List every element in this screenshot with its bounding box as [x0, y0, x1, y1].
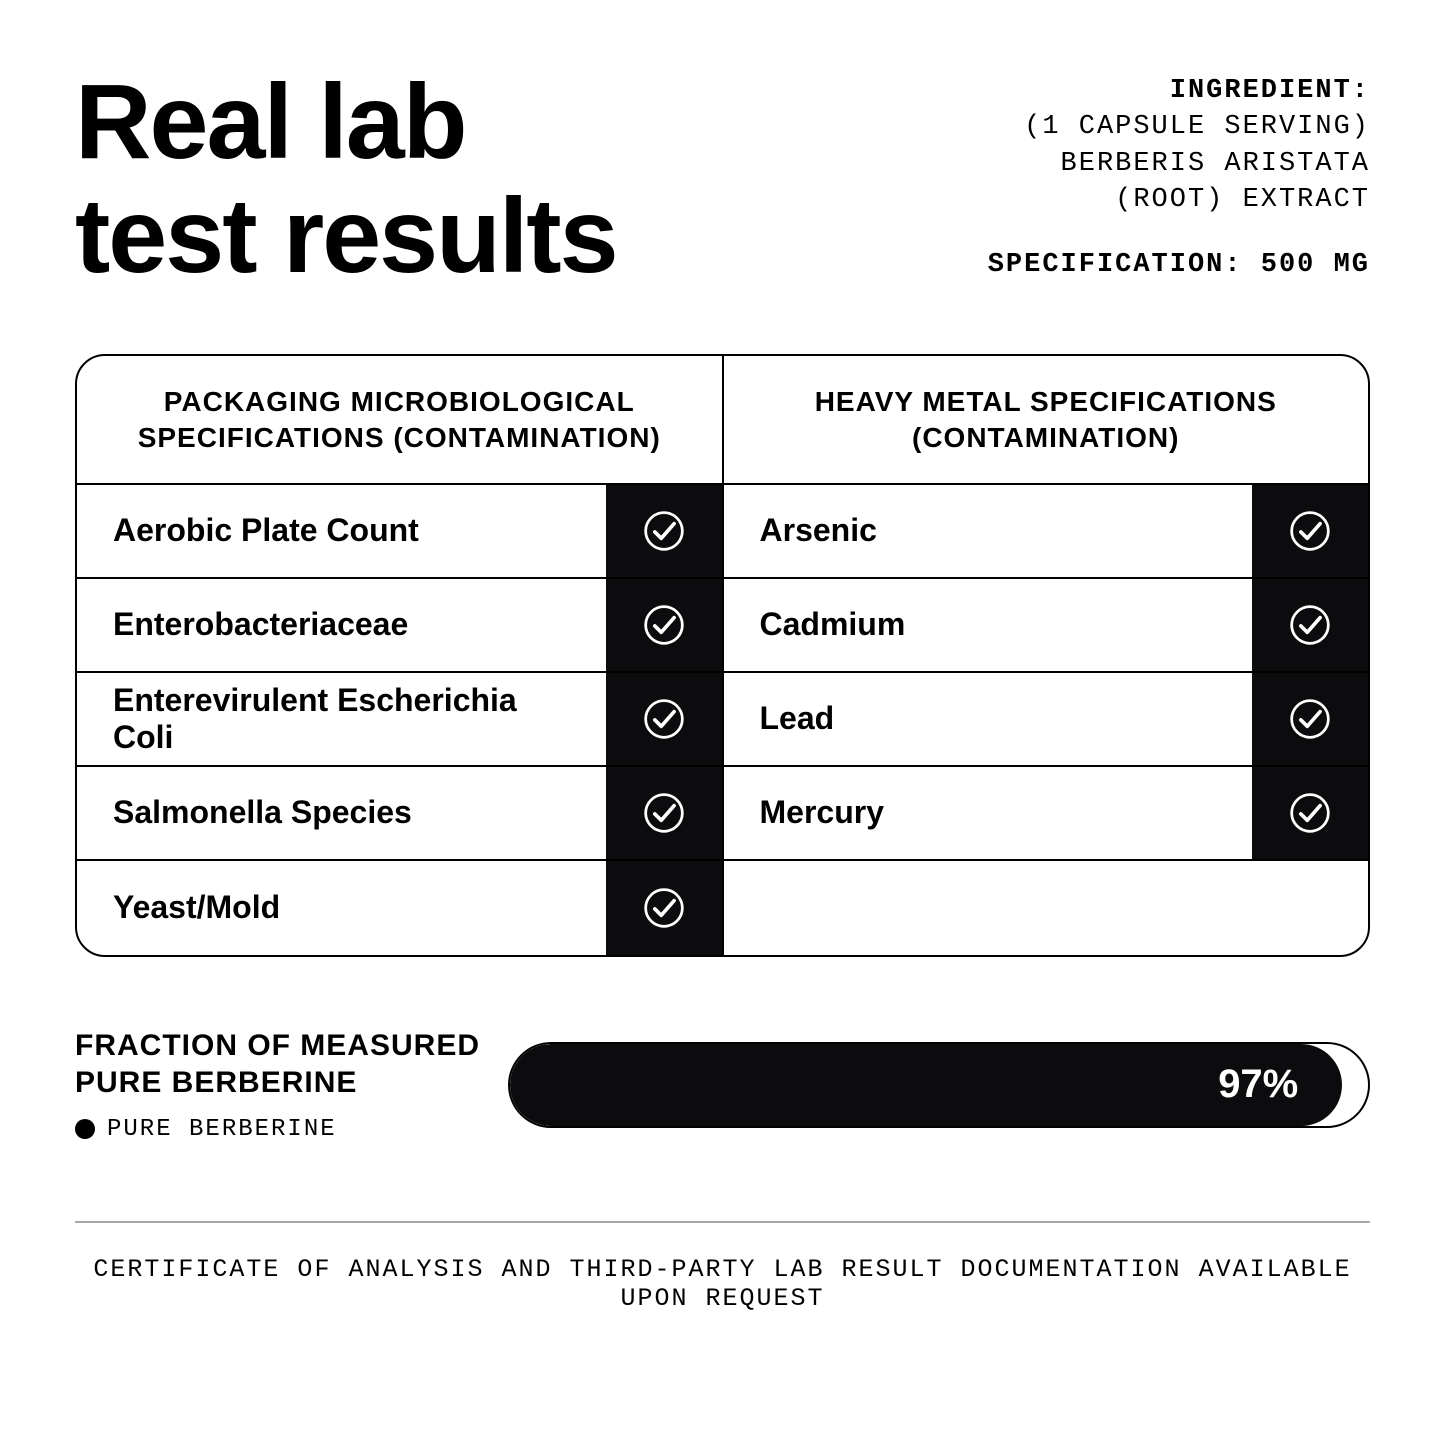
fraction-title: FRACTION OF MEASURED PURE BERBERINE [75, 1027, 480, 1102]
check-circle-icon [1288, 791, 1332, 835]
page-title: Real lab test results [75, 65, 617, 294]
specifications-table: PACKAGING MICROBIOLOGICAL SPECIFICATIONS… [75, 354, 1370, 957]
check-cell [1252, 485, 1368, 577]
check-circle-icon [1288, 697, 1332, 741]
heavy-metal-header: HEAVY METAL SPECIFICATIONS (CONTAMINATIO… [724, 356, 1369, 485]
row-label: Lead [724, 673, 1253, 765]
row-label [724, 861, 1253, 955]
fraction-title-line-2: PURE BERBERINE [75, 1066, 357, 1099]
row-label: Cadmium [724, 579, 1253, 671]
row-label: Salmonella Species [77, 767, 606, 859]
fraction-bar-track: 97% [508, 1042, 1370, 1128]
row-label: Aerobic Plate Count [77, 485, 606, 577]
row-label: Enterevirulent Escherichia Coli [77, 673, 606, 765]
microbiological-rows: Aerobic Plate CountEnterobacteriaceaeEnt… [77, 485, 722, 955]
fraction-title-line-1: FRACTION OF MEASURED [75, 1029, 480, 1062]
check-cell [1252, 673, 1368, 765]
ingredient-part: (ROOT) EXTRACT [988, 182, 1370, 218]
ingredient-name: BERBERIS ARISTATA [988, 146, 1370, 182]
check-cell [606, 579, 722, 671]
table-row [724, 861, 1369, 955]
table-row: Enterevirulent Escherichia Coli [77, 673, 722, 767]
check-circle-icon [642, 509, 686, 553]
ingredient-label: INGREDIENT: [988, 73, 1370, 109]
row-label: Enterobacteriaceae [77, 579, 606, 671]
table-row: Enterobacteriaceae [77, 579, 722, 673]
row-label: Arsenic [724, 485, 1253, 577]
legend-label: PURE BERBERINE [107, 1116, 337, 1143]
fraction-bar-value: 97% [1218, 1062, 1298, 1107]
row-label: Yeast/Mold [77, 861, 606, 955]
ingredient-specification: SPECIFICATION: 500 MG [988, 247, 1370, 283]
fraction-legend: PURE BERBERINE [75, 1116, 480, 1143]
fraction-section: FRACTION OF MEASURED PURE BERBERINE PURE… [75, 1027, 1370, 1143]
microbiological-header: PACKAGING MICROBIOLOGICAL SPECIFICATIONS… [77, 356, 722, 485]
table-row: Yeast/Mold [77, 861, 722, 955]
check-circle-icon [642, 603, 686, 647]
check-circle-icon [1288, 509, 1332, 553]
title-line-1: Real lab [75, 63, 466, 181]
header: Real lab test results INGREDIENT: (1 CAP… [75, 65, 1370, 294]
check-cell [606, 767, 722, 859]
check-cell [1252, 579, 1368, 671]
fraction-left: FRACTION OF MEASURED PURE BERBERINE PURE… [75, 1027, 480, 1143]
table-row: Mercury [724, 767, 1369, 861]
heavy-metal-rows: ArsenicCadmiumLeadMercury [724, 485, 1369, 955]
check-circle-icon [642, 791, 686, 835]
table-row: Aerobic Plate Count [77, 485, 722, 579]
table-row: Arsenic [724, 485, 1369, 579]
table-row: Cadmium [724, 579, 1369, 673]
ingredient-block: INGREDIENT: (1 CAPSULE SERVING) BERBERIS… [988, 65, 1370, 283]
row-label: Mercury [724, 767, 1253, 859]
table-row: Lead [724, 673, 1369, 767]
fraction-bar-fill: 97% [510, 1044, 1342, 1126]
check-cell [606, 673, 722, 765]
heavy-metal-column: HEAVY METAL SPECIFICATIONS (CONTAMINATIO… [722, 356, 1369, 955]
check-circle-icon [1288, 603, 1332, 647]
title-line-2: test results [75, 177, 617, 295]
check-cell [1252, 767, 1368, 859]
check-cell [606, 485, 722, 577]
ingredient-serving: (1 CAPSULE SERVING) [988, 109, 1370, 145]
check-circle-icon [642, 697, 686, 741]
footer-text: CERTIFICATE OF ANALYSIS AND THIRD-PARTY … [75, 1223, 1370, 1313]
legend-dot-icon [75, 1119, 95, 1139]
check-cell [1252, 861, 1368, 955]
microbiological-column: PACKAGING MICROBIOLOGICAL SPECIFICATIONS… [77, 356, 722, 955]
check-circle-icon [642, 886, 686, 930]
table-row: Salmonella Species [77, 767, 722, 861]
check-cell [606, 861, 722, 955]
